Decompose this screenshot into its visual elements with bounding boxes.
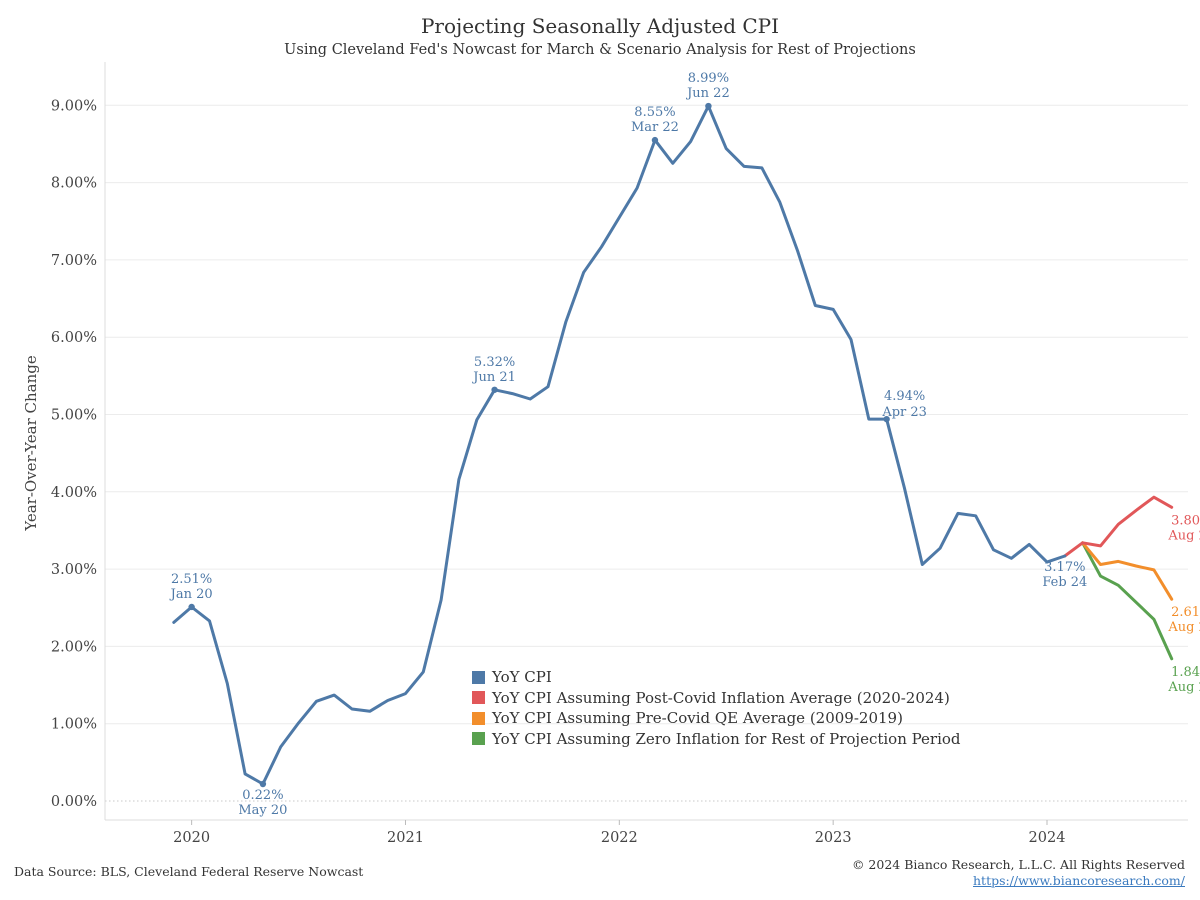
legend-swatch-zero-inflation [472, 732, 485, 746]
data-point-marker[interactable] [883, 415, 890, 423]
legend-swatch-post-covid [472, 691, 485, 705]
x-tick-label: 2023 [815, 830, 852, 846]
x-tick-label: 2020 [173, 830, 210, 846]
annotation-value: 0.22% [242, 788, 283, 803]
chart-legend: YoY CPI YoY CPI Assuming Post-Covid Infl… [472, 667, 961, 749]
data-point-marker[interactable] [259, 780, 267, 788]
data-point-marker[interactable] [651, 136, 659, 144]
y-tick-label: 1.00% [51, 717, 97, 733]
legend-item-zero-inflation[interactable]: YoY CPI Assuming Zero Inflation for Rest… [472, 729, 961, 750]
legend-item-yoy-cpi[interactable]: YoY CPI [472, 667, 961, 688]
data-point-marker[interactable] [491, 386, 498, 393]
y-tick-label: 3.00% [51, 562, 97, 578]
legend-swatch-pre-covid [472, 711, 485, 725]
annotation-date: Feb 24 [1042, 575, 1087, 590]
series-layer [172, 104, 1174, 786]
y-tick-label: 9.00% [51, 98, 97, 114]
data-point-marker[interactable] [188, 603, 195, 611]
annotation-date: Aug 24 [1167, 528, 1200, 543]
legend-label-pre-covid: YoY CPI Assuming Pre-Covid QE Average (2… [492, 709, 903, 728]
y-tick-label: 6.00% [51, 330, 97, 346]
data-source-note: Data Source: BLS, Cleveland Federal Rese… [14, 864, 364, 879]
annotation-date: Jan 20 [169, 587, 213, 602]
annotation-value: 3.17% [1044, 560, 1085, 575]
x-tick-label: 2024 [1029, 830, 1066, 846]
y-tick-label: 5.00% [51, 408, 97, 424]
y-tick-label: 4.00% [51, 485, 97, 501]
legend-label-zero-inflation: YoY CPI Assuming Zero Inflation for Rest… [492, 729, 961, 748]
website-link[interactable]: https://www.biancoresearch.com/ [973, 873, 1185, 888]
chart-subtitle: Using Cleveland Fed's Nowcast for March … [284, 42, 916, 58]
annotation-date: Jun 21 [471, 370, 516, 385]
annotation-value: 1.84% [1171, 665, 1200, 680]
annotation-date: May 20 [238, 803, 287, 818]
legend-item-post-covid[interactable]: YoY CPI Assuming Post-Covid Inflation Av… [472, 688, 961, 709]
annotation-value: 4.94% [884, 389, 925, 404]
y-tick-label: 7.00% [51, 253, 97, 269]
annotation-value: 2.51% [171, 572, 212, 587]
legend-item-pre-covid[interactable]: YoY CPI Assuming Pre-Covid QE Average (2… [472, 708, 961, 729]
annotation-date: Apr 23 [881, 405, 927, 420]
x-tick-label: 2021 [387, 830, 424, 846]
legend-swatch-yoy-cpi [472, 670, 485, 684]
series-line-pre-covid[interactable] [1081, 541, 1174, 601]
axis-layer: 0.00% 1.00% 2.00% 3.00% 4.00% 5.00% 6.00% 7.00%… [51, 62, 1188, 846]
copyright-note: © 2024 Bianco Research, L.L.C. All Right… [851, 857, 1185, 872]
series-line-yoy-cpi[interactable] [172, 104, 1067, 786]
annotation-date: Jun 22 [685, 86, 730, 101]
annotation-value: 3.80% [1171, 513, 1200, 528]
grid-layer [105, 104, 1188, 802]
series-line-post-covid[interactable] [1063, 495, 1174, 558]
annotation-date: Aug 24 [1167, 680, 1200, 695]
annotation-layer: 2.51%Jan 20 0.22%May 20 5.32%Jun 21 8.55%Ma… [169, 71, 1200, 818]
legend-label-post-covid: YoY CPI Assuming Post-Covid Inflation Av… [492, 688, 950, 707]
y-tick-label: 0.00% [51, 794, 97, 810]
y-tick-label: 2.00% [51, 639, 97, 655]
annotation-value: 8.55% [634, 105, 675, 120]
annotation-value: 5.32% [474, 355, 515, 370]
y-tick-label: 8.00% [51, 176, 97, 192]
chart-title: Projecting Seasonally Adjusted CPI [420, 14, 780, 38]
annotation-date: Mar 22 [631, 120, 679, 135]
legend-label-yoy-cpi: YoY CPI [492, 668, 552, 687]
series-line-zero-inflation[interactable] [1081, 541, 1174, 661]
annotation-value: 8.99% [688, 71, 729, 86]
annotation-date: Aug 24 [1167, 620, 1200, 635]
annotation-value: 2.61% [1171, 605, 1200, 620]
x-tick-label: 2022 [601, 830, 638, 846]
data-point-marker[interactable] [705, 102, 712, 110]
